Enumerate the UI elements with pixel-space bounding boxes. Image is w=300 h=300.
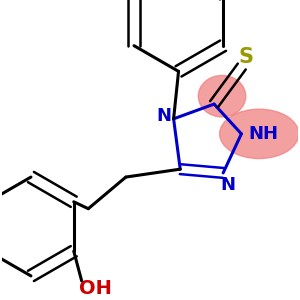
Ellipse shape bbox=[220, 109, 299, 159]
Ellipse shape bbox=[198, 75, 246, 117]
Text: OH: OH bbox=[79, 279, 112, 298]
Text: S: S bbox=[238, 46, 253, 67]
Text: N: N bbox=[156, 107, 171, 125]
Text: NH: NH bbox=[248, 125, 278, 143]
Text: N: N bbox=[220, 176, 236, 194]
